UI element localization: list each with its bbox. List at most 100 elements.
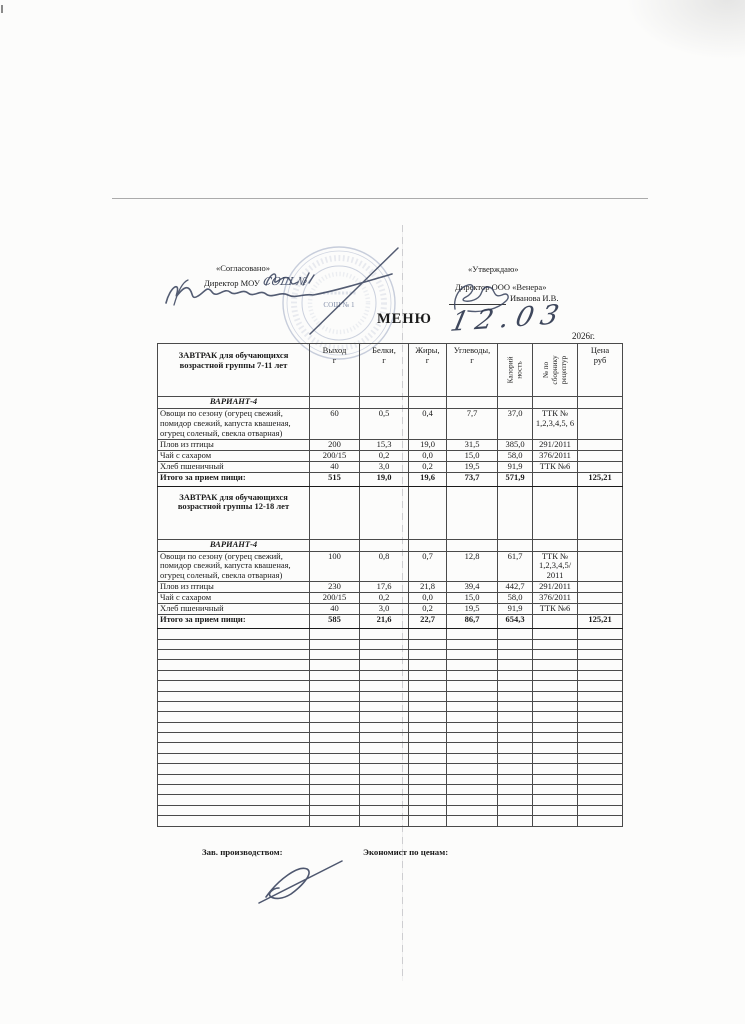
empty-cell <box>309 680 360 692</box>
agreed-role-line: Директор МОУ СОШ № <box>204 275 308 289</box>
empty-cell <box>309 638 360 650</box>
value-cell: 0,2 <box>408 460 447 473</box>
empty-cell <box>577 648 623 661</box>
empty-cell <box>532 659 578 671</box>
table-row: ЗАВТРАК для обучающихся возрастной групп… <box>157 485 623 540</box>
value-cell: 0,2 <box>359 592 409 605</box>
empty-cell <box>446 638 498 650</box>
empty-cell <box>446 742 498 754</box>
empty-cell <box>157 732 310 744</box>
value-cell: 291/2011 <box>532 438 578 451</box>
empty-cell <box>157 815 310 827</box>
empty-cell <box>497 742 533 754</box>
empty-cell <box>359 783 409 796</box>
table-row: Чай с сахаром 200/15 0,2 0,0 15,0 58,0 376/201… <box>157 449 623 462</box>
empty-cell <box>577 669 623 682</box>
empty-cell <box>446 628 498 640</box>
value-cell: 125,21 <box>577 471 623 487</box>
dish-cell: Овощи по сезону (огурец свежий, помидор … <box>157 550 310 583</box>
value-cell <box>577 460 623 473</box>
empty-cell <box>309 648 360 661</box>
table-row: Чай с сахаром 200/15 0,2 0,0 15,0 58,0 376/201… <box>157 592 623 605</box>
value-cell <box>408 538 447 552</box>
stamp-number-marks <box>307 271 371 335</box>
empty-cell <box>408 752 447 765</box>
value-cell: 15,3 <box>359 438 409 451</box>
empty-cell <box>577 773 623 786</box>
empty-row <box>157 815 623 827</box>
value-cell: 0,8 <box>359 550 409 583</box>
empty-cell <box>359 628 409 640</box>
empty-cell <box>577 721 623 734</box>
empty-cell <box>309 700 360 713</box>
empty-cell <box>359 638 409 650</box>
empty-cell <box>408 732 447 744</box>
empty-cell <box>497 804 533 817</box>
value-cell: 3,0 <box>359 603 409 616</box>
value-cell <box>532 485 578 540</box>
value-cell <box>359 396 409 409</box>
menu-table-wrap: ЗАВТРАК для обучающихся возрастной групп… <box>157 343 623 827</box>
value-cell: 15,0 <box>446 449 498 462</box>
empty-row <box>157 742 623 754</box>
empty-cell <box>309 815 360 827</box>
empty-cell <box>309 669 360 682</box>
value-cell: 73,7 <box>446 471 498 487</box>
empty-cell <box>157 648 310 661</box>
empty-cell <box>408 669 447 682</box>
handwritten-school-loops <box>265 272 315 286</box>
table-row: Плов из птицы 200 15,3 19,0 31,5 385,0 291/201… <box>157 438 623 451</box>
empty-cell <box>532 752 578 765</box>
value-cell <box>532 614 578 630</box>
value-cell: 291/2011 <box>532 581 578 594</box>
value-cell <box>577 408 623 440</box>
agreed-label: «Согласовано» <box>216 263 270 273</box>
scan-horizontal-line <box>112 198 648 199</box>
empty-cell <box>446 700 498 713</box>
table-row: Овощи по сезону (огурец свежий, помидор … <box>157 408 623 440</box>
approved-label: «Утверждаю» <box>468 264 519 274</box>
empty-cell <box>309 628 360 640</box>
empty-cell <box>446 732 498 744</box>
empty-row <box>157 794 623 806</box>
empty-cell <box>359 752 409 765</box>
dish-cell: Чай с сахаром <box>157 449 310 462</box>
empty-row <box>157 752 623 765</box>
empty-cell <box>532 628 578 640</box>
empty-cell <box>408 742 447 754</box>
value-cell: 12,8 <box>446 550 498 583</box>
empty-cell <box>446 680 498 692</box>
empty-row <box>157 648 623 661</box>
value-cell: 100 <box>309 550 360 583</box>
signature-underline <box>449 304 506 305</box>
dish-cell: Итого за прием пищи: <box>157 614 310 630</box>
value-cell: 0,0 <box>408 449 447 462</box>
menu-table: ЗАВТРАК для обучающихся возрастной групп… <box>157 343 623 827</box>
empty-cell <box>497 783 533 796</box>
empty-cell <box>532 742 578 754</box>
empty-cell <box>532 794 578 806</box>
empty-cell <box>497 690 533 702</box>
empty-cell <box>408 773 447 786</box>
approved-name: Иванова И.В. <box>510 293 559 303</box>
empty-cell <box>446 794 498 806</box>
empty-cell <box>157 763 310 775</box>
empty-row <box>157 732 623 744</box>
value-cell: 442,7 <box>497 581 533 594</box>
col-header-receptur-label: № по сборнику рецептур <box>540 355 568 385</box>
empty-cell <box>577 711 623 723</box>
empty-row <box>157 773 623 786</box>
empty-cell <box>577 700 623 713</box>
table-row: Итого за прием пищи: 515 19,0 19,6 73,7 571,9… <box>157 471 623 487</box>
value-cell: 15,0 <box>446 592 498 605</box>
value-cell: 58,0 <box>497 592 533 605</box>
empty-cell <box>577 680 623 692</box>
value-cell <box>577 438 623 451</box>
empty-cell <box>408 711 447 723</box>
value-cell: 91,9 <box>497 603 533 616</box>
empty-cell <box>359 763 409 775</box>
pen-stroke-through-stamp <box>309 247 399 335</box>
empty-cell <box>577 763 623 775</box>
value-cell <box>309 396 360 409</box>
empty-cell <box>446 669 498 682</box>
